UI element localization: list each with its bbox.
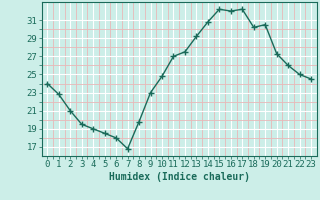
X-axis label: Humidex (Indice chaleur): Humidex (Indice chaleur) [109,172,250,182]
